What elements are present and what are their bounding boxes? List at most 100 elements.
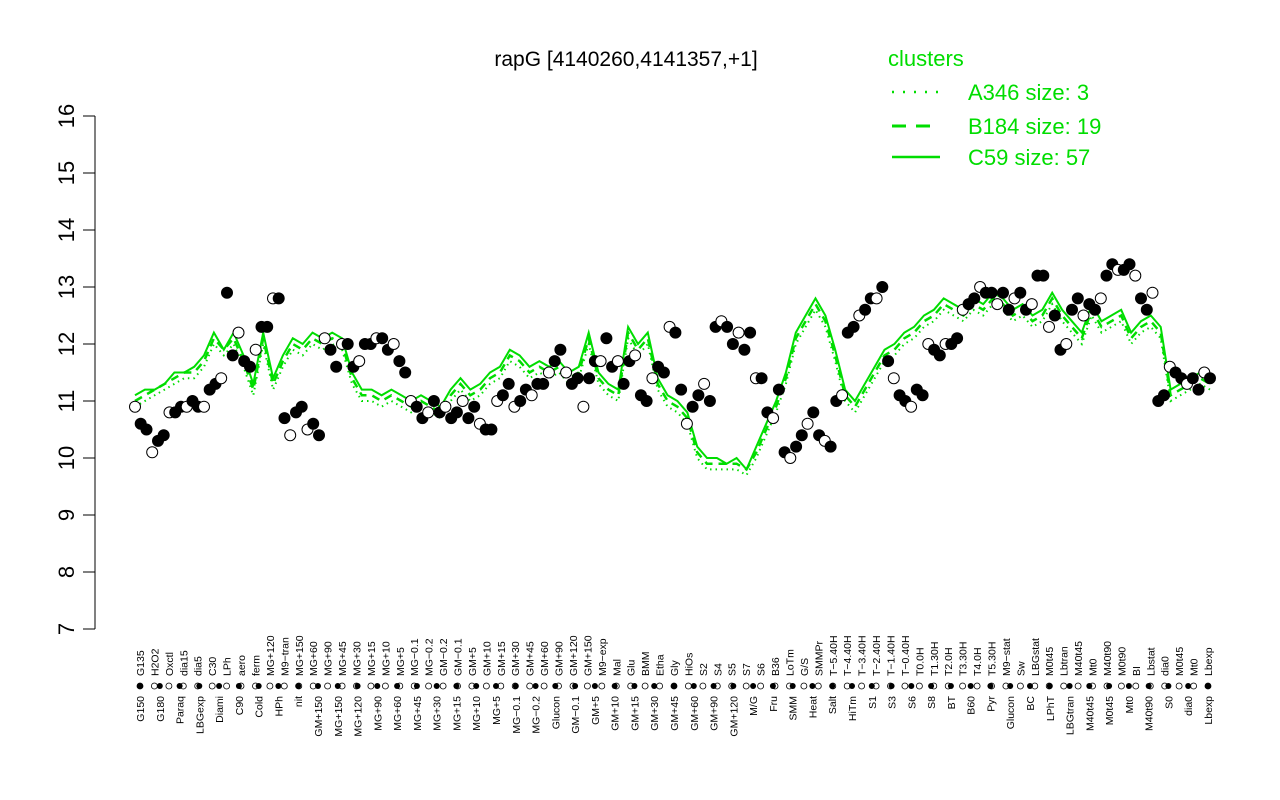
x-tick-label: MG−0.2	[531, 696, 543, 734]
y-tick-label: 13	[54, 275, 79, 299]
x-tick-label: dia15	[178, 650, 190, 676]
x-tick-label: MG+10	[380, 641, 392, 676]
x-tick-label: SMM	[788, 696, 800, 721]
x-tick-mark	[552, 683, 559, 689]
data-point	[146, 446, 159, 459]
x-tick-label: M40t45	[1073, 641, 1085, 676]
data-point	[847, 320, 860, 333]
data-point	[157, 429, 170, 442]
x-tick-label: M9−tran	[279, 637, 291, 676]
data-point	[703, 395, 716, 407]
data-point	[1060, 338, 1073, 350]
data-point	[600, 332, 613, 345]
data-point	[1140, 303, 1153, 316]
data-point	[525, 389, 538, 402]
x-tick-label: MG+15	[451, 696, 463, 731]
x-tick-label: GM+90	[554, 641, 566, 676]
x-tick-mark	[1145, 683, 1152, 689]
x-tick-label: HiTm	[847, 696, 859, 721]
x-tick-mark	[1132, 682, 1140, 690]
x-tick-label: B36	[770, 657, 782, 676]
y-axis: 7 8 9 10 11 12 13 14 15 16	[54, 104, 96, 635]
data-point	[548, 355, 561, 368]
x-tick-mark	[156, 683, 163, 689]
x-tick-mark	[699, 682, 707, 690]
data-point	[795, 429, 808, 442]
x-tick-label: BMM	[640, 652, 652, 677]
x-tick-label: MG+60	[308, 641, 320, 676]
data-point	[686, 400, 699, 413]
x-tick-mark	[742, 682, 750, 690]
x-tick-label: M9−exp	[597, 638, 609, 676]
y-tick-label: 10	[54, 446, 79, 470]
x-tick-mark	[1175, 682, 1183, 690]
data-point	[1002, 303, 1015, 316]
x-tick-label: nit	[293, 696, 305, 707]
x-tick-label: G135	[135, 650, 147, 676]
x-tick-mark	[868, 683, 875, 689]
x-tick-label: GM+60	[539, 641, 551, 676]
x-tick-label: S7	[741, 663, 753, 676]
data-point	[284, 429, 297, 442]
series-lines	[134, 290, 1211, 477]
x-tick-label: H2O2	[149, 648, 161, 676]
data-point	[726, 338, 739, 350]
data-point	[594, 355, 607, 368]
x-tick-label: M0t45	[1044, 647, 1056, 676]
x-tick-label: GM+150	[313, 696, 325, 737]
data-point	[313, 429, 325, 442]
x-tick-mark	[354, 683, 361, 689]
x-tick-label: MG+30	[432, 696, 444, 731]
series-line-1	[134, 295, 1211, 472]
x-tick-mark	[769, 683, 776, 689]
x-axis: G135 H2O2 Oxctl dia15 dia5 C30 LPh aero ferm MG+1…	[135, 635, 1215, 736]
data-point	[1158, 389, 1170, 402]
data-point	[611, 355, 624, 368]
x-tick-mark	[255, 683, 262, 689]
x-tick-label: MG−0.1	[409, 638, 421, 676]
data-point	[680, 417, 693, 430]
x-tick-mark	[809, 683, 816, 689]
x-tick-label: MG+120	[265, 635, 277, 676]
data-point	[1043, 320, 1055, 333]
data-point	[439, 400, 452, 413]
data-point	[215, 372, 228, 385]
data-point	[485, 423, 498, 436]
data-point	[324, 343, 337, 356]
x-tick-label: MG+90	[372, 696, 384, 731]
x-tick-label: T−3.40H	[857, 635, 869, 676]
x-tick-label: M40t45	[1084, 696, 1096, 731]
x-tick-label: T2.0H	[943, 647, 955, 676]
x-tick-label: aero	[236, 655, 248, 676]
x-tick-mark	[1106, 683, 1113, 689]
data-point	[249, 343, 262, 356]
y-tick-label: 15	[54, 161, 79, 185]
data-point	[341, 338, 354, 350]
x-tick-mark	[967, 683, 974, 689]
x-tick-mark	[413, 683, 420, 689]
x-tick-mark	[208, 682, 216, 690]
x-tick-mark	[1190, 682, 1197, 690]
x-tick-label: T−5.40H	[828, 635, 840, 676]
x-tick-label: T−1.40H	[886, 635, 898, 676]
data-point	[140, 423, 153, 436]
x-tick-label: Glu	[626, 660, 638, 677]
x-tick-mark	[591, 683, 598, 689]
x-tick-mark	[482, 682, 490, 690]
data-point	[675, 383, 688, 396]
x-tick-mark	[280, 682, 288, 690]
x-tick-label: Paraq	[175, 696, 187, 724]
x-tick-label: GM+45	[669, 696, 681, 731]
x-tick-mark	[1086, 683, 1093, 689]
x-tick-mark	[1007, 683, 1014, 689]
x-tick-label: S0	[1163, 696, 1175, 709]
x-tick-mark	[374, 683, 381, 689]
data-points	[129, 258, 1216, 464]
x-tick-mark	[1066, 683, 1073, 689]
data-point	[1146, 286, 1159, 299]
data-point	[514, 395, 527, 407]
x-tick-label: LBGtran	[1065, 696, 1077, 735]
y-tick-label: 12	[54, 332, 79, 356]
data-point	[1123, 258, 1136, 271]
x-tick-mark	[641, 682, 649, 690]
